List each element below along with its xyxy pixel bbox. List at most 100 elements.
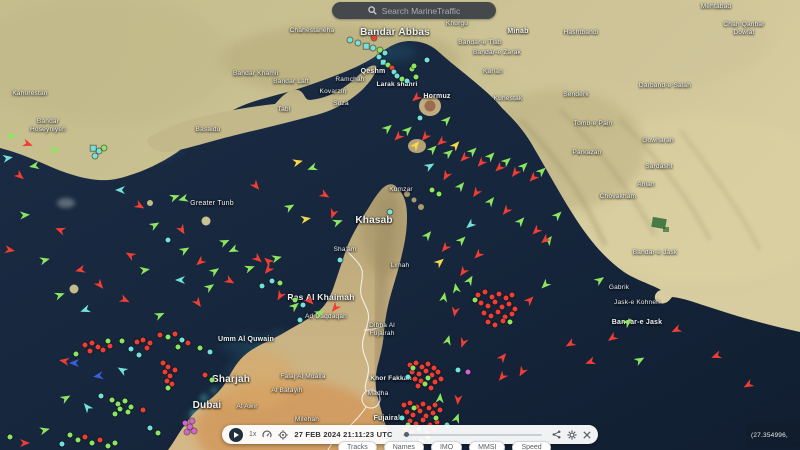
vessel-marker[interactable] (136, 352, 142, 358)
vessel-marker[interactable] (409, 369, 415, 375)
vessel-marker[interactable] (433, 415, 439, 421)
playback-speed[interactable]: 1x (249, 431, 257, 438)
vessel-marker[interactable] (89, 440, 95, 446)
vessel-marker[interactable] (172, 367, 178, 373)
vessel-marker[interactable] (506, 301, 512, 307)
vessel-marker[interactable] (165, 237, 171, 243)
target-icon[interactable] (278, 429, 289, 440)
vessel-marker[interactable] (164, 378, 170, 384)
vessel-marker[interactable] (489, 294, 495, 300)
vessel-marker[interactable] (431, 365, 437, 371)
vessel-marker[interactable] (509, 311, 515, 317)
vessel-marker[interactable] (202, 372, 208, 378)
vessel-marker[interactable] (465, 369, 471, 375)
vessel-marker[interactable] (101, 145, 107, 151)
vessel-marker[interactable] (337, 257, 343, 263)
vessel-marker[interactable] (423, 413, 429, 419)
speed-gauge-icon[interactable] (262, 429, 272, 440)
vessel-marker[interactable] (407, 362, 413, 368)
vessel-marker[interactable] (172, 331, 178, 337)
vessel-marker[interactable] (167, 373, 173, 379)
vessel-marker[interactable] (411, 405, 417, 411)
vessel-marker[interactable] (399, 76, 405, 82)
vessel-marker[interactable] (488, 313, 494, 319)
share-icon[interactable] (552, 430, 561, 439)
vessel-marker[interactable] (82, 342, 88, 348)
vessel-marker[interactable] (425, 375, 431, 381)
vessel-marker[interactable] (147, 425, 153, 431)
vessel-marker[interactable] (112, 411, 118, 417)
vessel-marker[interactable] (140, 407, 146, 413)
vessel-marker[interactable] (424, 57, 430, 63)
vessel-marker[interactable] (423, 368, 429, 374)
vessel-marker[interactable] (509, 292, 515, 298)
vessel-marker[interactable] (387, 209, 393, 215)
vessel-marker[interactable] (426, 405, 432, 411)
vessel-marker[interactable] (117, 406, 123, 412)
vessel-marker[interactable] (492, 322, 498, 328)
vessel-marker[interactable] (391, 69, 397, 75)
vessel-marker[interactable] (97, 437, 103, 443)
vessel-marker[interactable] (413, 74, 419, 80)
vessel-marker[interactable] (269, 278, 275, 284)
vessel-marker[interactable] (347, 37, 353, 43)
vessel-marker[interactable] (182, 420, 188, 426)
vessel-marker[interactable] (165, 334, 171, 340)
vessel-marker[interactable] (82, 434, 88, 440)
vessel-marker[interactable] (300, 302, 306, 308)
toggle-pill-names[interactable]: Names (383, 441, 424, 450)
vessel-marker[interactable] (425, 361, 431, 367)
vessel-marker[interactable] (435, 369, 441, 375)
vessel-marker[interactable] (417, 408, 423, 414)
vessel-marker[interactable] (429, 372, 435, 378)
vessel-marker[interactable] (87, 348, 93, 354)
vessel-marker[interactable] (371, 35, 377, 41)
vessel-marker[interactable] (482, 289, 488, 295)
vessel-marker[interactable] (89, 340, 95, 346)
vessel-marker[interactable] (380, 59, 386, 65)
vessel-marker[interactable] (376, 54, 382, 60)
vessel-marker[interactable] (455, 367, 461, 373)
vessel-marker[interactable] (404, 409, 410, 415)
vessel-marker[interactable] (209, 377, 215, 383)
vessel-marker[interactable] (410, 365, 416, 371)
vessel-marker[interactable] (134, 339, 140, 345)
vessel-marker[interactable] (73, 351, 79, 357)
vessel-marker[interactable] (478, 300, 484, 306)
vessel-marker[interactable] (437, 407, 443, 413)
vessel-marker[interactable] (189, 418, 195, 424)
vessel-marker[interactable] (122, 398, 128, 404)
vessel-marker[interactable] (377, 47, 383, 53)
vessel-marker[interactable] (185, 340, 191, 346)
vessel-marker[interactable] (184, 429, 190, 435)
vessel-marker[interactable] (259, 283, 265, 289)
vessel-marker[interactable] (512, 306, 518, 312)
vessel-marker[interactable] (105, 338, 111, 344)
vessel-marker[interactable] (413, 360, 419, 366)
vessel-marker[interactable] (418, 378, 424, 384)
toggle-pill-mmsi[interactable]: MMSI (469, 441, 506, 450)
vessel-marker[interactable] (420, 417, 426, 423)
vessel-marker[interactable] (75, 437, 81, 443)
vessel-marker[interactable] (495, 309, 501, 315)
vessel-marker[interactable] (98, 393, 104, 399)
vessel-marker[interactable] (157, 332, 163, 338)
vessel-marker[interactable] (472, 297, 478, 303)
vessel-marker[interactable] (407, 418, 413, 424)
vessel-marker[interactable] (414, 404, 420, 410)
vessel-marker[interactable] (128, 346, 134, 352)
vessel-marker[interactable] (405, 374, 411, 380)
vessel-marker[interactable] (382, 50, 388, 56)
vessel-marker[interactable] (147, 340, 153, 346)
vessel-marker[interactable] (389, 65, 395, 71)
vessel-marker[interactable] (363, 43, 369, 49)
vessel-marker[interactable] (385, 62, 391, 68)
close-icon[interactable] (583, 430, 591, 439)
vessel-marker[interactable] (175, 344, 181, 350)
vessel-marker[interactable] (169, 381, 175, 387)
vessel-marker[interactable] (67, 432, 73, 438)
vessel-marker[interactable] (125, 409, 131, 415)
toggle-pill-tracks[interactable]: Tracks (338, 441, 377, 450)
vessel-marker[interactable] (160, 360, 166, 366)
